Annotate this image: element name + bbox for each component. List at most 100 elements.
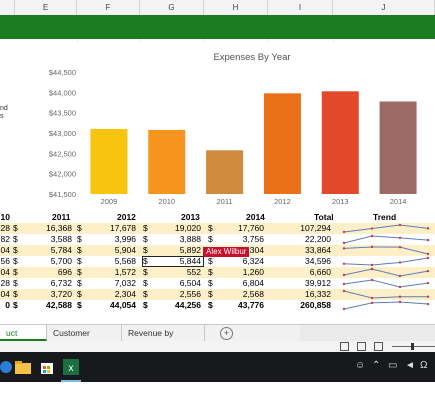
language-icon[interactable]: Ω xyxy=(420,360,428,371)
table-cell[interactable]: 19,020 xyxy=(175,223,201,233)
tab-customer-analysis[interactable]: Customer Analysis xyxy=(47,325,122,354)
table-cell[interactable]: 6,732 xyxy=(50,278,72,288)
header-cell[interactable]: 10 xyxy=(0,212,10,222)
table-cell[interactable]: 33,864 xyxy=(305,245,331,255)
notifications-chevron-icon[interactable]: ⌃ xyxy=(372,360,381,371)
table-cell[interactable]: 3,720 xyxy=(50,289,72,299)
table-cell[interactable]: 28 xyxy=(0,278,10,288)
page-break-icon[interactable] xyxy=(374,342,383,351)
x-tick-label: 2013 xyxy=(332,197,349,206)
table-cell[interactable]: 17,760 xyxy=(238,223,264,233)
sparkline-marker xyxy=(370,263,374,267)
windows-taskbar: x ☺ ⌃ ▭ ◄ Ω xyxy=(0,352,435,382)
table-cell[interactable]: 5,844 xyxy=(179,256,201,266)
column-header-f[interactable]: F xyxy=(77,0,140,15)
table-cell[interactable]: 16,332 xyxy=(305,289,331,299)
table-cell[interactable]: 552 xyxy=(186,267,201,277)
table-cell[interactable]: 16,368 xyxy=(46,223,72,233)
table-cell[interactable]: 5,700 xyxy=(50,256,72,266)
sparkline-marker xyxy=(426,302,430,306)
table-cell[interactable]: 04 xyxy=(0,245,10,255)
column-header-e[interactable]: E xyxy=(15,0,77,15)
zoom-slider-thumb[interactable] xyxy=(411,343,414,350)
sparkline-marker xyxy=(342,241,346,245)
table-cell[interactable]: 3,888 xyxy=(179,234,201,244)
table-cell[interactable]: 2,556 xyxy=(179,289,201,299)
horizontal-scrollbar[interactable] xyxy=(300,325,435,341)
table-cell[interactable]: 3,756 xyxy=(242,234,264,244)
table-cell[interactable]: 260,858 xyxy=(300,300,331,310)
table-row: 56 5,700 5,568 5,844 6,324 34,596 $ $ $ $ xyxy=(0,256,435,267)
network-icon[interactable]: ▭ xyxy=(388,360,398,371)
header-cell[interactable]: 2013 xyxy=(181,212,200,222)
table-cell[interactable]: 5,568 xyxy=(114,256,136,266)
selected-cell-outline[interactable] xyxy=(142,256,204,267)
table-cell[interactable]: 17,678 xyxy=(110,223,136,233)
table-cell[interactable]: 42,588 xyxy=(46,300,72,310)
normal-view-icon[interactable] xyxy=(340,342,349,351)
sparkline-marker xyxy=(398,223,402,227)
table-cell[interactable]: 43,776 xyxy=(238,300,264,310)
table-cell[interactable]: 5,784 xyxy=(50,245,72,255)
sparkline-marker xyxy=(398,236,402,240)
table-cell[interactable]: 107,294 xyxy=(300,223,331,233)
bar-2012[interactable] xyxy=(263,93,301,194)
volume-icon[interactable]: ◄ xyxy=(405,360,415,371)
header-cell[interactable]: 2011 xyxy=(52,212,71,222)
column-header-g[interactable]: G xyxy=(140,0,204,15)
sparkline-marker xyxy=(342,273,346,277)
table-cell[interactable]: 696 xyxy=(57,267,72,277)
table-cell[interactable]: 6,324 xyxy=(242,256,264,266)
header-cell[interactable]: Trend xyxy=(373,212,397,222)
svg-text:x: x xyxy=(69,363,74,374)
table-cell[interactable]: 5,892 xyxy=(179,245,201,255)
excel-icon[interactable]: x xyxy=(62,358,80,376)
table-cell[interactable]: 2,304 xyxy=(114,289,136,299)
column-header-h[interactable]: H xyxy=(204,0,268,15)
table-cell[interactable]: 28 xyxy=(0,223,10,233)
bar-2011[interactable] xyxy=(206,150,244,194)
table-cell[interactable]: 1,572 xyxy=(114,267,136,277)
edge-icon[interactable] xyxy=(0,358,18,376)
table-cell[interactable]: 3,996 xyxy=(114,234,136,244)
table-cell[interactable]: 2,568 xyxy=(242,289,264,299)
header-cell[interactable]: 2012 xyxy=(117,212,136,222)
table-cell[interactable]: 6,804 xyxy=(242,278,264,288)
file-explorer-icon[interactable] xyxy=(14,358,32,376)
table-cell[interactable]: 39,912 xyxy=(305,278,331,288)
bar-2009[interactable] xyxy=(90,128,128,194)
table-cell[interactable]: 7,032 xyxy=(114,278,136,288)
bar-2013[interactable] xyxy=(321,91,359,194)
table-cell[interactable]: 22,200 xyxy=(305,234,331,244)
table-row: 04 3,720 2,304 2,556 2,568 16,332 $ $ $ $ xyxy=(0,289,435,300)
expenses-bar-chart[interactable]: Expenses By Year $41,500 $42,000 $42,500 $4… xyxy=(42,42,435,210)
store-icon[interactable] xyxy=(38,358,56,376)
table-cell[interactable]: 5,904 xyxy=(114,245,136,255)
table-cell[interactable]: 04 xyxy=(0,289,10,299)
table-cell[interactable]: 0 xyxy=(5,300,10,310)
table-cell[interactable]: 04 xyxy=(0,267,10,277)
table-cell[interactable]: 1,260 xyxy=(242,267,264,277)
table-cell[interactable]: 56 xyxy=(0,256,10,266)
tab-revenue-by-country[interactable]: Revenue by Country xyxy=(122,325,205,354)
tab-product-analysis[interactable]: uct Analysis xyxy=(0,325,47,354)
page-layout-icon[interactable] xyxy=(357,342,366,351)
currency-symbol: $ xyxy=(13,245,18,255)
header-cell[interactable]: Total xyxy=(314,212,334,222)
bar-2010[interactable] xyxy=(148,129,186,194)
table-cell[interactable]: 44,054 xyxy=(110,300,136,310)
table-cell[interactable]: 3,588 xyxy=(50,234,72,244)
add-sheet-button[interactable]: + xyxy=(220,327,233,340)
currency-symbol: $ xyxy=(13,234,18,244)
table-cell[interactable]: 6,504 xyxy=(179,278,201,288)
column-header-j[interactable]: J xyxy=(333,0,435,15)
table-cell[interactable]: 6,660 xyxy=(309,267,331,277)
column-header-i[interactable]: I xyxy=(268,0,333,15)
table-cell[interactable]: 34,596 xyxy=(305,256,331,266)
header-cell[interactable]: 2014 xyxy=(246,212,265,222)
table-cell[interactable]: 44,256 xyxy=(175,300,201,310)
table-cell[interactable]: 82 xyxy=(0,234,10,244)
people-icon[interactable]: ☺ xyxy=(355,360,366,371)
bar-2014[interactable] xyxy=(379,101,417,194)
table-cell[interactable]: 5,304 xyxy=(242,245,264,255)
